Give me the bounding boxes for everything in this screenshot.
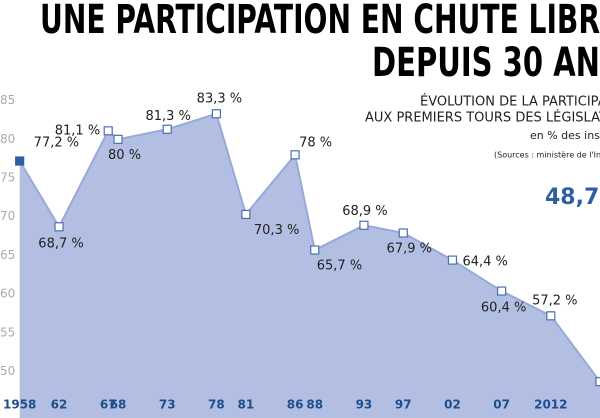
x-tick-label: 1958 (3, 398, 36, 412)
source: (Sources : ministère de l'Intérieur (494, 150, 600, 160)
x-tick-label: 73 (159, 398, 176, 412)
data-label: 68,9 % (342, 204, 387, 219)
x-tick-label: 07 (493, 398, 510, 412)
data-label: 64,4 % (462, 255, 507, 270)
y-tick-label: 70 (0, 209, 15, 223)
marker (290, 150, 300, 160)
data-label: 81,1 % (55, 123, 100, 138)
data-label: 81,3 % (145, 109, 190, 124)
x-tick-label: 97 (395, 398, 412, 412)
x-tick-label: 67 (100, 398, 117, 412)
chart-title: DEPUIS 30 AN (372, 40, 600, 86)
data-label: 67,9 % (387, 241, 432, 256)
marker (447, 255, 458, 265)
subtitle: AUX PREMIERS TOURS DES LÉGISLATIV (365, 110, 600, 126)
y-tick-label: 85 (0, 93, 15, 107)
x-tick-label: 93 (356, 398, 373, 412)
y-tick-label: 65 (0, 248, 15, 262)
marker (211, 109, 221, 119)
marker (54, 222, 64, 232)
marker (241, 209, 251, 220)
marker (595, 377, 600, 387)
area (19, 113, 600, 418)
x-tick-label: 62 (51, 398, 68, 412)
data-label: 57,2 % (532, 293, 577, 308)
chart-title: UNE PARTICIPATION EN CHUTE LIBR (40, 0, 600, 43)
data-label: 70,3 % (254, 223, 299, 238)
x-tick-label: 68 (110, 398, 127, 412)
data-label: 48,7 (545, 185, 599, 210)
marker (113, 134, 123, 144)
data-label: 65,7 % (317, 259, 362, 274)
marker (546, 311, 556, 321)
marker (103, 126, 113, 136)
x-tick-label: 2012 (534, 398, 567, 412)
marker (359, 220, 369, 230)
x-tick-label: 81 (238, 398, 255, 412)
marker (497, 286, 507, 296)
marker (398, 228, 408, 238)
x-tick-label: 78 (208, 398, 225, 412)
subtitle: en % des insc (530, 129, 600, 142)
data-label: 68,7 % (38, 236, 83, 251)
data-label: 80 % (108, 148, 141, 163)
marker (162, 124, 172, 134)
x-tick-label: 88 (306, 398, 323, 412)
marker (310, 245, 320, 255)
data-label: 60,4 % (481, 301, 526, 316)
y-tick-label: 75 (0, 171, 15, 185)
y-tick-label: 60 (0, 287, 15, 301)
marker (15, 156, 25, 166)
data-label: 83,3 % (197, 91, 242, 106)
y-tick-label: 50 (0, 364, 15, 378)
x-tick-label: 86 (287, 398, 304, 412)
data-label: 78 % (299, 135, 332, 150)
data-label: 77,2 % (34, 136, 79, 151)
x-tick-label: 02 (444, 398, 461, 412)
y-tick-label: 55 (0, 325, 15, 339)
y-tick-label: 80 (0, 132, 15, 146)
subtitle: ÉVOLUTION DE LA PARTICIPATI (420, 94, 600, 110)
